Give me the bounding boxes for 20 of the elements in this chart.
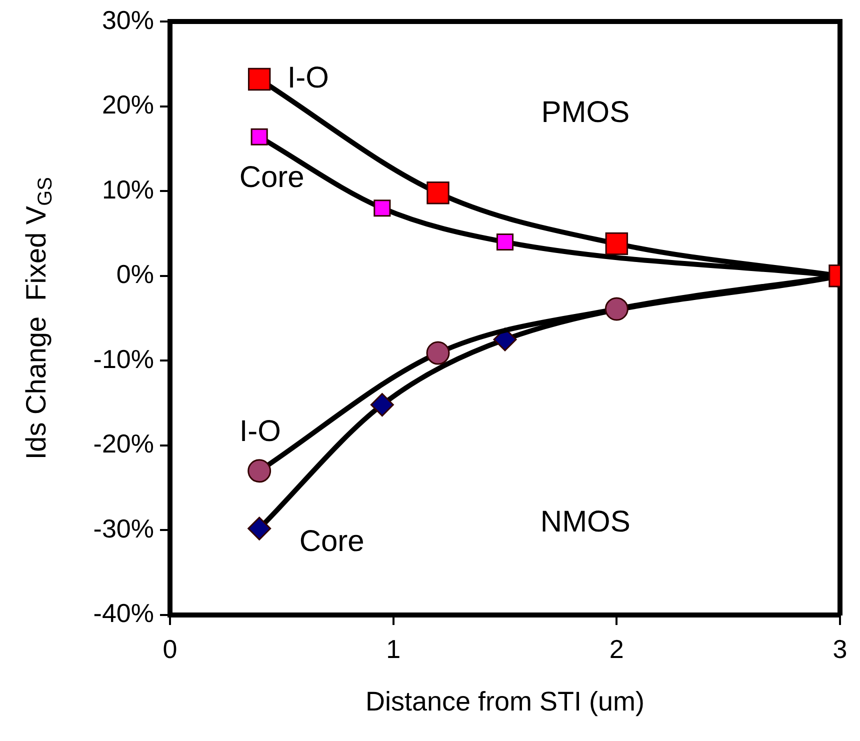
x-tick-label: 1: [386, 634, 401, 664]
y-tick-label: -20%: [93, 428, 154, 459]
y-tick-label: -10%: [93, 344, 154, 374]
annotation: PMOS: [541, 96, 630, 129]
legend-label: Core: [239, 161, 304, 194]
x-tick-label: 2: [609, 634, 624, 664]
y-tick-label: 30%: [102, 4, 154, 35]
y-axis-title: Ids Change Fixed VGS: [20, 176, 57, 460]
series-label: Core: [299, 524, 364, 558]
x-tick-label: 3: [832, 634, 848, 664]
y-tick-label: 10%: [102, 174, 154, 204]
y-tick-label: -30%: [93, 513, 154, 544]
y-tick-label: 0%: [116, 259, 154, 290]
x-tick-label: 0: [162, 634, 178, 664]
series-label: I-O: [287, 62, 330, 95]
x-axis-title: Distance from STI (um): [365, 686, 645, 716]
y-tick-label: -40%: [93, 598, 154, 628]
legend-label: I-O: [239, 415, 282, 448]
y-tick-label: 20%: [102, 90, 154, 120]
annotation: NMOS: [540, 505, 630, 538]
